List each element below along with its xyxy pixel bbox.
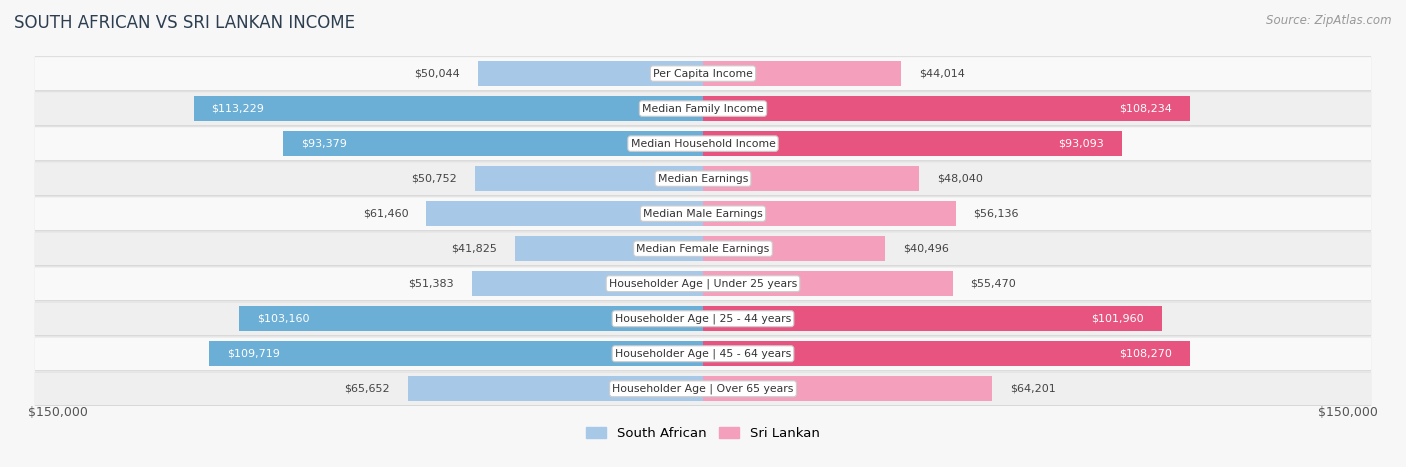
FancyBboxPatch shape bbox=[35, 92, 1371, 126]
FancyBboxPatch shape bbox=[35, 197, 1371, 230]
Text: $93,379: $93,379 bbox=[301, 139, 347, 149]
Text: Median Household Income: Median Household Income bbox=[630, 139, 776, 149]
Text: $65,652: $65,652 bbox=[344, 384, 389, 394]
Text: $64,201: $64,201 bbox=[1010, 384, 1056, 394]
Text: Householder Age | 45 - 64 years: Householder Age | 45 - 64 years bbox=[614, 348, 792, 359]
Bar bbox=[408, 376, 703, 401]
FancyBboxPatch shape bbox=[35, 302, 1371, 335]
Bar bbox=[703, 236, 886, 261]
Bar bbox=[475, 166, 703, 191]
Text: $55,470: $55,470 bbox=[970, 279, 1017, 289]
Bar bbox=[239, 306, 703, 332]
FancyBboxPatch shape bbox=[35, 127, 1371, 160]
Bar bbox=[703, 306, 1161, 332]
Text: Median Female Earnings: Median Female Earnings bbox=[637, 244, 769, 254]
Text: $108,270: $108,270 bbox=[1119, 349, 1173, 359]
Text: $56,136: $56,136 bbox=[973, 209, 1019, 219]
Bar bbox=[194, 96, 703, 121]
FancyBboxPatch shape bbox=[35, 197, 1371, 231]
Text: $101,960: $101,960 bbox=[1091, 314, 1143, 324]
FancyBboxPatch shape bbox=[35, 302, 1371, 336]
Bar bbox=[515, 236, 703, 261]
FancyBboxPatch shape bbox=[35, 232, 1371, 265]
Text: $48,040: $48,040 bbox=[938, 174, 983, 184]
FancyBboxPatch shape bbox=[35, 57, 1371, 91]
Bar bbox=[703, 201, 956, 226]
Text: $108,234: $108,234 bbox=[1119, 104, 1173, 113]
FancyBboxPatch shape bbox=[35, 372, 1371, 405]
Text: Median Family Income: Median Family Income bbox=[643, 104, 763, 113]
FancyBboxPatch shape bbox=[35, 57, 1371, 90]
Bar bbox=[703, 131, 1122, 156]
Text: $44,014: $44,014 bbox=[920, 69, 965, 78]
Text: SOUTH AFRICAN VS SRI LANKAN INCOME: SOUTH AFRICAN VS SRI LANKAN INCOME bbox=[14, 14, 356, 32]
Bar bbox=[703, 61, 901, 86]
Text: $50,044: $50,044 bbox=[415, 69, 460, 78]
Text: $61,460: $61,460 bbox=[363, 209, 409, 219]
Text: Per Capita Income: Per Capita Income bbox=[652, 69, 754, 78]
FancyBboxPatch shape bbox=[35, 232, 1371, 266]
Text: Source: ZipAtlas.com: Source: ZipAtlas.com bbox=[1267, 14, 1392, 27]
FancyBboxPatch shape bbox=[35, 127, 1371, 161]
Text: Householder Age | 25 - 44 years: Householder Age | 25 - 44 years bbox=[614, 313, 792, 324]
Text: $109,719: $109,719 bbox=[228, 349, 280, 359]
Bar bbox=[703, 96, 1189, 121]
FancyBboxPatch shape bbox=[35, 162, 1371, 195]
Bar bbox=[209, 341, 703, 366]
Bar bbox=[703, 376, 991, 401]
FancyBboxPatch shape bbox=[35, 267, 1371, 301]
Text: $113,229: $113,229 bbox=[211, 104, 264, 113]
Bar bbox=[703, 341, 1189, 366]
Bar bbox=[478, 61, 703, 86]
FancyBboxPatch shape bbox=[35, 337, 1371, 370]
Text: $41,825: $41,825 bbox=[451, 244, 496, 254]
Text: $150,000: $150,000 bbox=[1317, 406, 1378, 419]
Legend: South African, Sri Lankan: South African, Sri Lankan bbox=[581, 421, 825, 445]
Text: $50,752: $50,752 bbox=[411, 174, 457, 184]
FancyBboxPatch shape bbox=[35, 92, 1371, 125]
Text: $103,160: $103,160 bbox=[257, 314, 309, 324]
Bar bbox=[703, 166, 920, 191]
Bar bbox=[426, 201, 703, 226]
Bar bbox=[283, 131, 703, 156]
Text: Median Earnings: Median Earnings bbox=[658, 174, 748, 184]
Text: $51,383: $51,383 bbox=[408, 279, 454, 289]
Text: $150,000: $150,000 bbox=[28, 406, 89, 419]
Text: Median Male Earnings: Median Male Earnings bbox=[643, 209, 763, 219]
FancyBboxPatch shape bbox=[35, 337, 1371, 371]
FancyBboxPatch shape bbox=[35, 162, 1371, 196]
FancyBboxPatch shape bbox=[35, 372, 1371, 406]
Bar bbox=[472, 271, 703, 297]
Text: $40,496: $40,496 bbox=[903, 244, 949, 254]
FancyBboxPatch shape bbox=[35, 267, 1371, 300]
Text: Householder Age | Under 25 years: Householder Age | Under 25 years bbox=[609, 278, 797, 289]
Text: Householder Age | Over 65 years: Householder Age | Over 65 years bbox=[612, 383, 794, 394]
Bar bbox=[703, 271, 953, 297]
Text: $93,093: $93,093 bbox=[1059, 139, 1104, 149]
